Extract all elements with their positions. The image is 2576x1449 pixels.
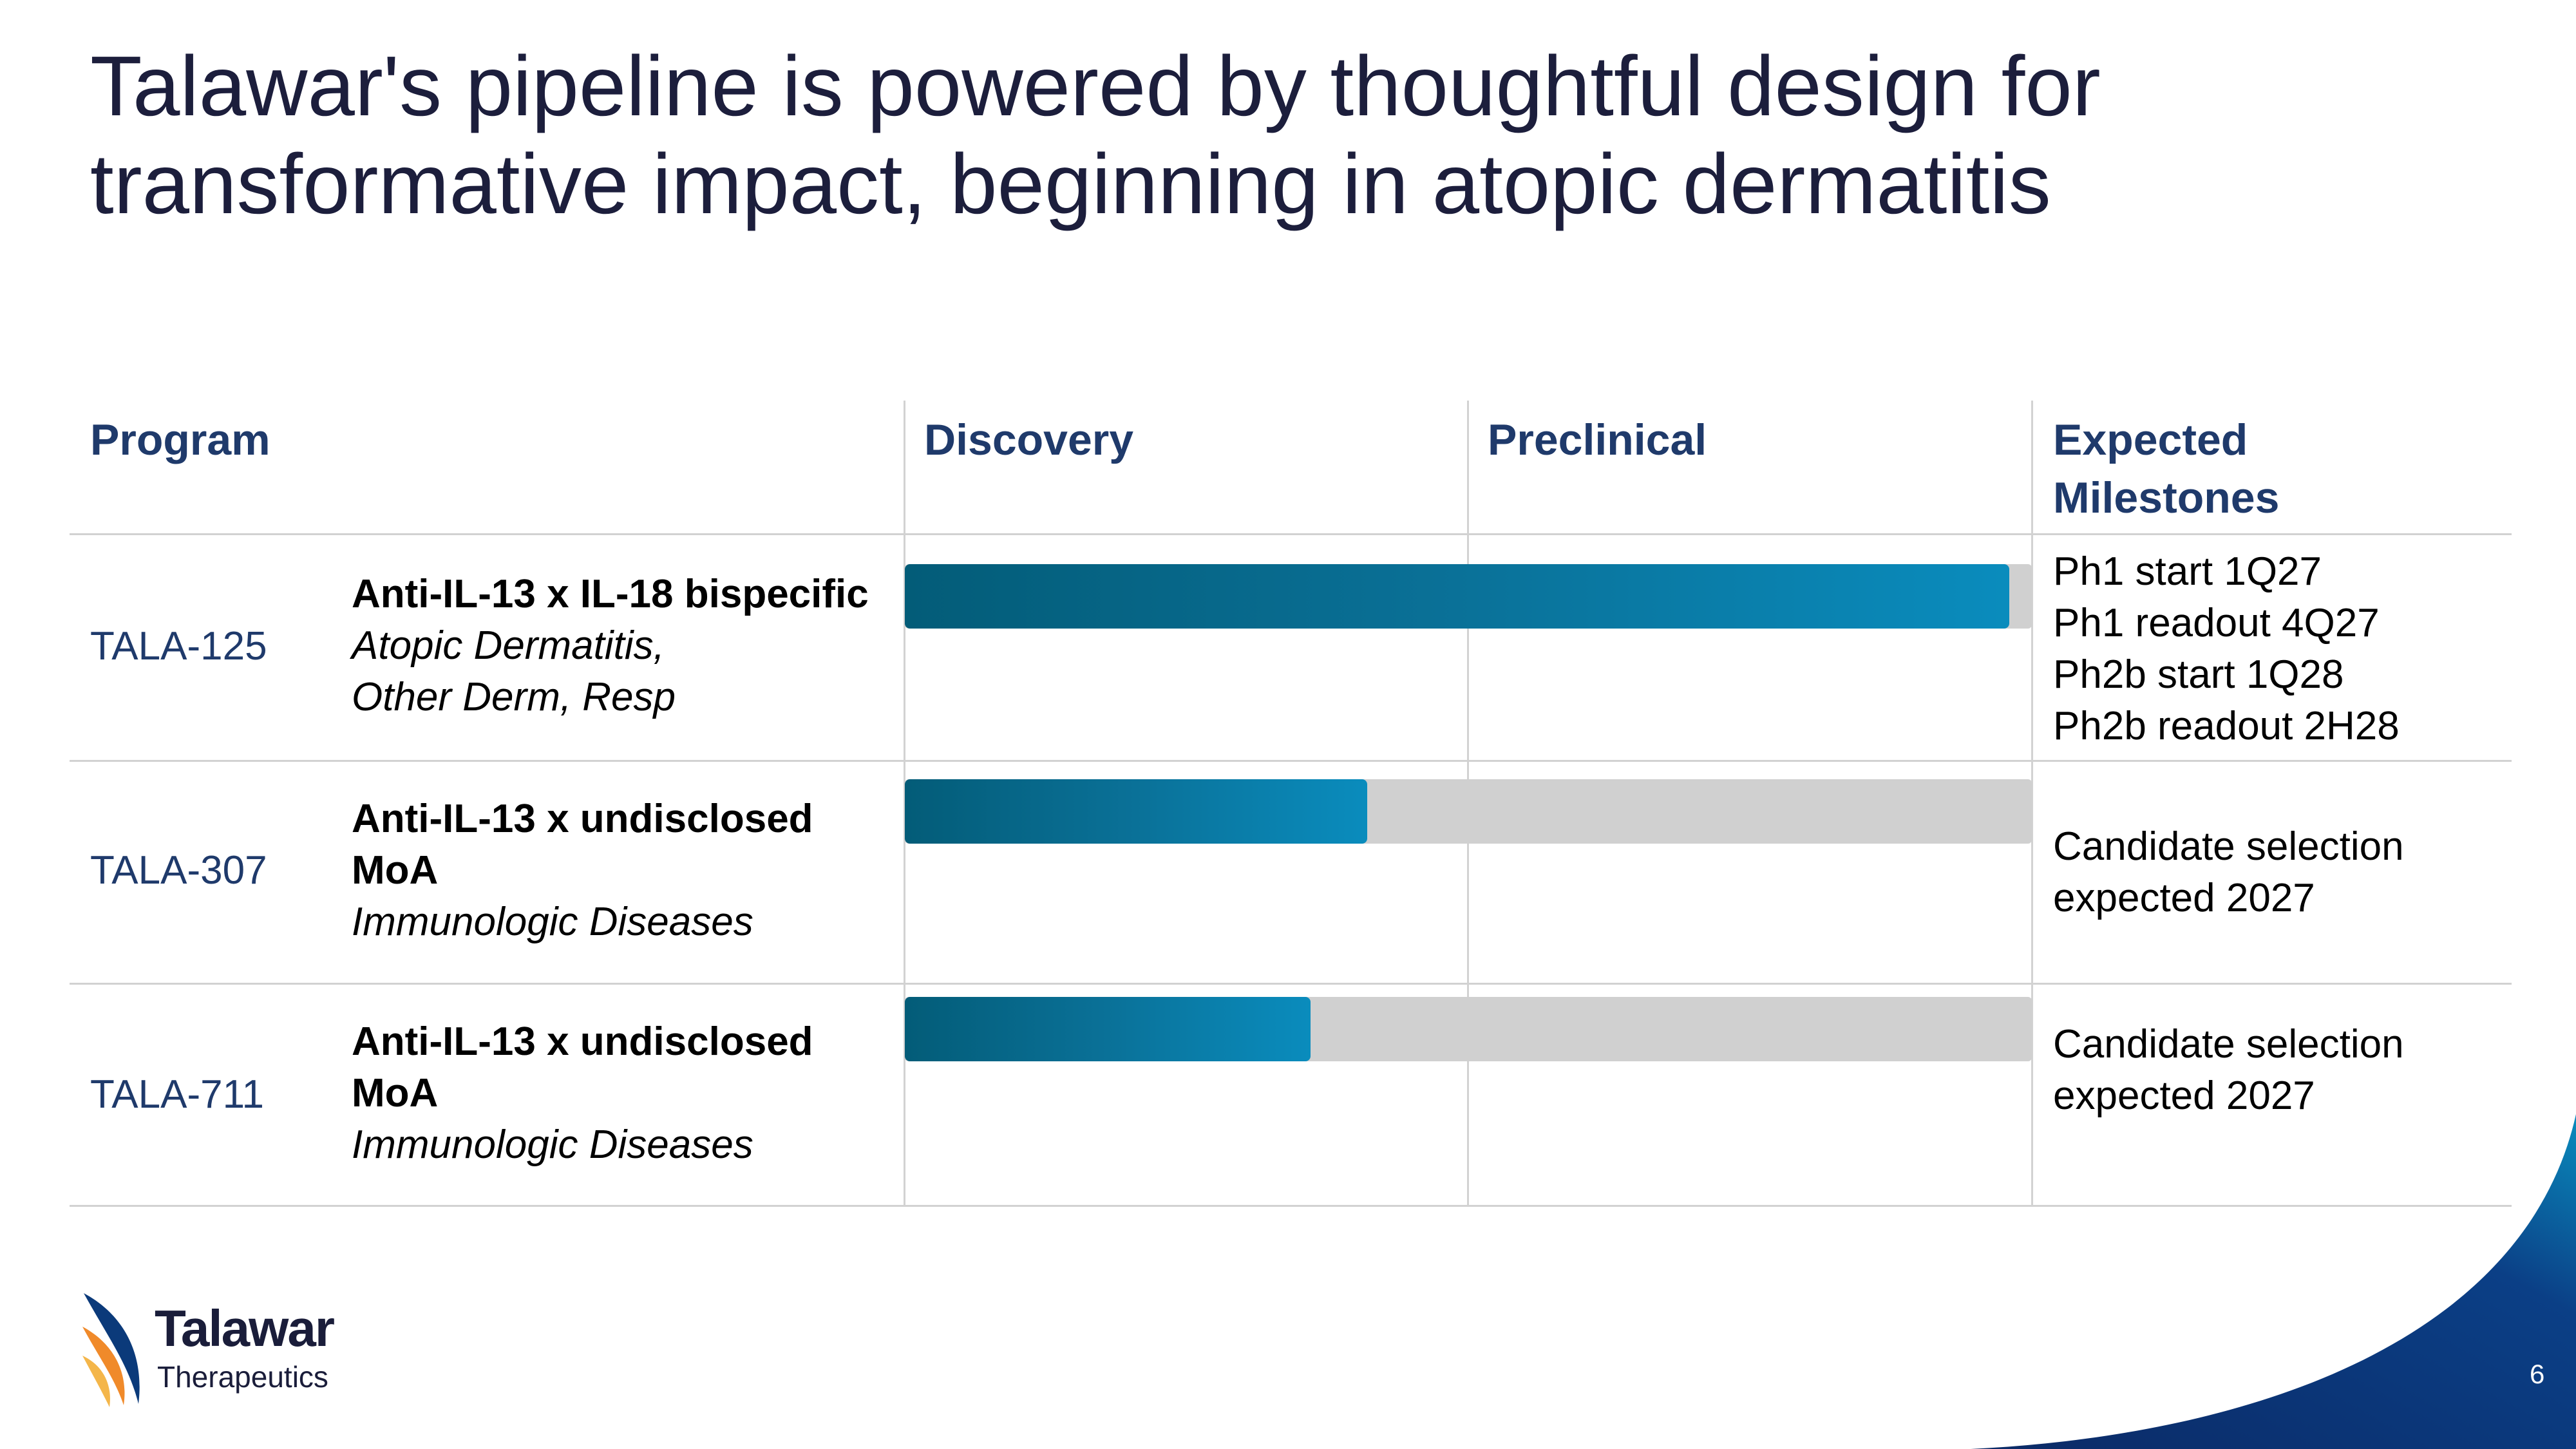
milestone-item: expected 2027 [2053,1074,2315,1118]
program-indication: Immunologic Diseases [352,1122,753,1167]
header-milestones-line-2: Milestones [2053,473,2280,522]
program-name: Anti-IL-13 x undisclosed [352,1019,813,1064]
program-indication: Immunologic Diseases [352,900,753,944]
header-milestones-line-1: Expected [2053,415,2248,464]
slide-title-line-1: Talawar's pipeline is powered by thought… [90,39,2101,133]
program-name: Anti-IL-13 x undisclosed [352,797,813,841]
progress-bar-tala-711 [905,997,1311,1061]
milestone-item: Ph1 start 1Q27 [2053,549,2322,594]
milestone-item: expected 2027 [2053,876,2315,920]
program-indication: Atopic Dermatitis, [352,623,665,668]
program-name-continued: MoA [352,1071,439,1115]
milestone-item: Ph2b readout 2H28 [2053,704,2400,748]
discovery-column-divider [904,401,905,1207]
program-code-tala-711: TALA-711 [90,1072,264,1117]
table-bottom-border [70,1205,2512,1207]
talawar-logo: Talawar Therapeutics [77,1288,374,1410]
header-program: Program [90,415,270,464]
milestone-item: Ph2b start 1Q28 [2053,652,2344,697]
program-description-tala-307: Anti-IL-13 x undisclosed MoA Immunologic… [352,793,893,948]
milestone-item: Candidate selection [2053,824,2404,869]
talawar-logo-mark-icon [82,1293,140,1407]
program-description-tala-125: Anti-IL-13 x IL-18 bispecific Atopic Der… [352,569,893,723]
decorative-corner-swoosh [1971,1114,2576,1449]
progress-bar-tala-307 [905,779,1367,844]
logo-wordmark: Talawar [155,1300,335,1357]
header-preclinical: Preclinical [1488,415,1707,464]
program-indication: Other Derm, Resp [352,675,676,719]
page-number: 6 [2530,1359,2545,1389]
program-code-tala-125: TALA-125 [90,624,267,668]
progress-bar-tala-125 [905,564,2009,629]
program-name: Anti-IL-13 x IL-18 bispecific [352,572,869,616]
logo-subtitle: Therapeutics [157,1360,328,1394]
header-discovery: Discovery [924,415,1134,464]
slide-title-line-2: transformative impact, beginning in atop… [90,137,2051,231]
row-divider-2 [70,983,2512,985]
header-divider [70,533,2512,535]
milestones-column-divider [2031,401,2033,1207]
program-name-continued: MoA [352,848,439,893]
program-description-tala-711: Anti-IL-13 x undisclosed MoA Immunologic… [352,1016,893,1171]
milestone-item: Candidate selection [2053,1022,2404,1066]
milestones-tala-307: Candidate selection expected 2027 [2053,821,2504,924]
milestones-tala-125: Ph1 start 1Q27 Ph1 readout 4Q27 Ph2b sta… [2053,546,2504,752]
milestone-item: Ph1 readout 4Q27 [2053,601,2380,645]
header-expected-milestones: Expected Milestones [2053,411,2279,527]
slide-title: Talawar's pipeline is powered by thought… [90,37,2409,233]
milestones-tala-711: Candidate selection expected 2027 [2053,1019,2504,1122]
program-code-tala-307: TALA-307 [90,848,267,893]
row-divider-1 [70,760,2512,762]
